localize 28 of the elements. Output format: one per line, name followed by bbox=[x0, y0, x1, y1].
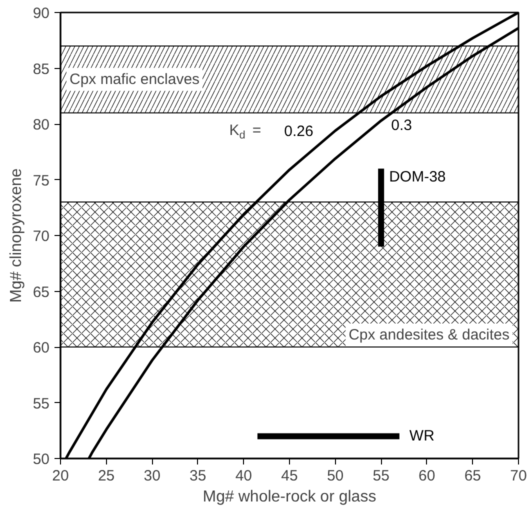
x-tick-label: 20 bbox=[52, 468, 69, 484]
x-tick-label: 70 bbox=[510, 468, 527, 484]
series-label: DOM-38 bbox=[389, 168, 446, 186]
y-axis-title: Mg# clinopyroxene bbox=[8, 168, 25, 303]
y-tick-label: 80 bbox=[32, 116, 50, 134]
series-label: 0.3 bbox=[391, 117, 412, 134]
band-label: Cpx mafic enclaves bbox=[70, 70, 200, 88]
y-tick-label: 75 bbox=[32, 172, 50, 190]
y-tick-label: 55 bbox=[32, 395, 50, 412]
x-tick-label: 65 bbox=[464, 468, 482, 484]
x-tick-label: 40 bbox=[235, 468, 252, 484]
series-label: WR bbox=[409, 428, 435, 445]
y-tick-label: 65 bbox=[32, 284, 50, 301]
y-tick-label: 90 bbox=[32, 5, 50, 22]
x-tick-label: 45 bbox=[281, 468, 298, 484]
y-tick-label: 70 bbox=[32, 228, 50, 245]
x-axis-title: Mg# whole-rock or glass bbox=[202, 488, 376, 506]
y-tick-label: 60 bbox=[32, 340, 50, 356]
band-label: Cpx andesites & dacites bbox=[348, 326, 510, 344]
y-tick-label: 50 bbox=[32, 451, 50, 468]
series-label: 0.26 bbox=[284, 123, 314, 140]
x-tick-label: 55 bbox=[372, 468, 390, 484]
x-tick-label: 60 bbox=[418, 468, 436, 484]
x-tick-label: 35 bbox=[190, 468, 206, 484]
x-tick-label: 50 bbox=[326, 468, 344, 484]
y-tick-label: 85 bbox=[32, 60, 50, 78]
x-tick-label: 25 bbox=[98, 468, 115, 484]
x-tick-label: 30 bbox=[144, 468, 160, 484]
